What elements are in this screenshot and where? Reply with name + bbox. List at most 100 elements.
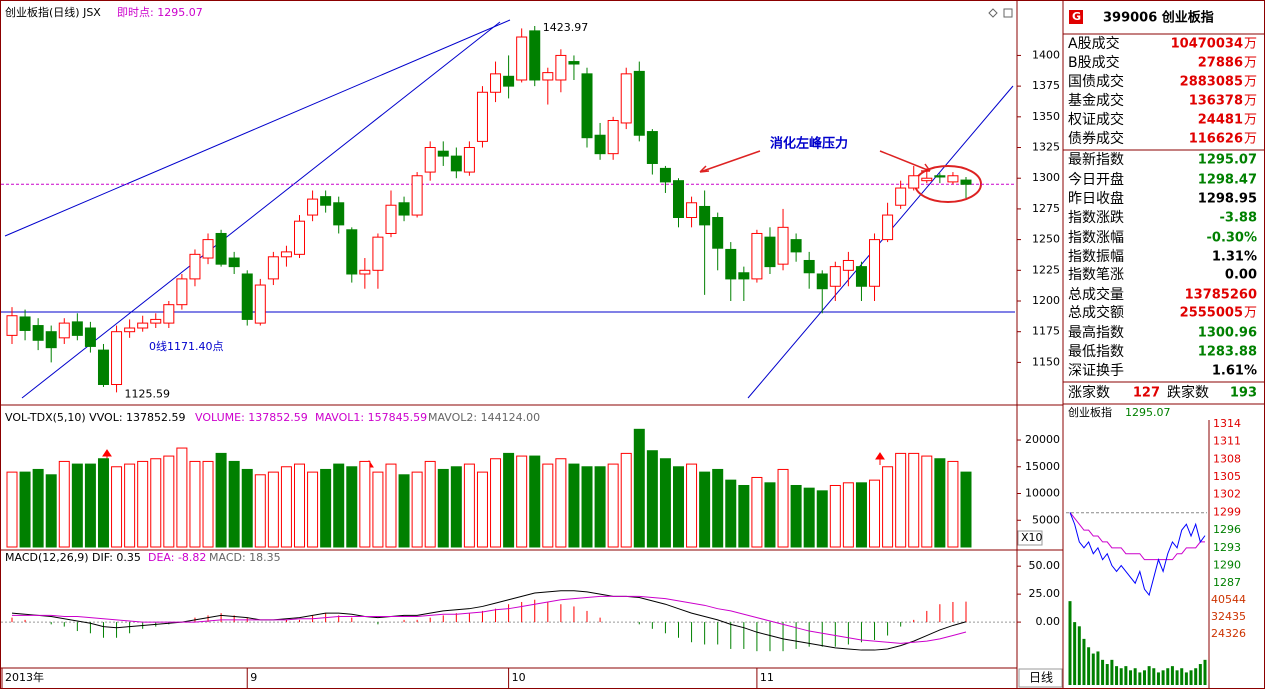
volume-bar: [490, 458, 502, 548]
candle-body: [450, 155, 462, 172]
volume-bar: [712, 468, 724, 548]
row-unit: 万: [1244, 94, 1257, 109]
volume-bar: [241, 468, 253, 548]
row-label: B股成交: [1068, 54, 1120, 71]
row-value: 136378: [1189, 94, 1243, 109]
row-value: 24481: [1198, 113, 1243, 128]
period-label[interactable]: 日线: [1029, 671, 1053, 685]
candle-body: [738, 272, 750, 280]
candle-body: [254, 284, 266, 324]
row-label: 最高指数: [1068, 324, 1124, 341]
volume-bar: [1142, 670, 1146, 685]
candle-body: [895, 187, 907, 206]
candle-body: [672, 180, 684, 219]
candle-body: [58, 322, 70, 339]
row-unit: 万: [1244, 132, 1257, 147]
y-tick-label: 1200: [1032, 294, 1060, 307]
icon: [1069, 10, 1083, 24]
candle-body: [516, 36, 528, 81]
volume-bar: [555, 458, 567, 548]
volume-bar: [960, 471, 972, 548]
volume-bar: [529, 455, 541, 548]
volume-bar: [71, 463, 83, 548]
volume-bar: [1110, 659, 1114, 685]
y-tick-label: 1300: [1032, 171, 1060, 184]
y-tick-label: 1250: [1032, 233, 1060, 246]
volume-bar: [869, 479, 881, 548]
row-unit: 万: [1244, 113, 1257, 128]
candle-body: [372, 236, 384, 271]
row-value: 1283.88: [1198, 345, 1257, 360]
volume-bar: [163, 455, 175, 548]
candle-body: [280, 251, 292, 258]
volume-bar: [1133, 668, 1137, 685]
volume-bar: [777, 468, 789, 548]
candle-body: [529, 30, 541, 81]
volume-bar: [633, 428, 645, 548]
row-label: 指数振幅: [1068, 249, 1124, 265]
volume-bar: [686, 463, 698, 548]
volume-bar: [1096, 651, 1100, 685]
candle-body: [150, 318, 162, 324]
row-value: 1298.47: [1198, 173, 1257, 188]
row-unit: 万: [1244, 75, 1257, 90]
candle-body: [620, 73, 632, 124]
candle-body: [71, 321, 83, 336]
candle-body: [124, 327, 136, 333]
trend-line: [21, 21, 501, 399]
candle-body: [947, 175, 959, 183]
volume-bar: [1152, 668, 1156, 685]
row-value: -3.88: [1220, 211, 1257, 226]
candle-body: [163, 304, 175, 324]
period-button[interactable]: [1018, 668, 1063, 688]
candle-body: [84, 327, 96, 347]
volume-bar: [1147, 666, 1151, 685]
y-tick-label: 1350: [1032, 110, 1060, 123]
row-value: -0.30%: [1207, 231, 1258, 246]
macd-line: [12, 595, 967, 644]
row-label: 深证换手: [1068, 362, 1124, 379]
candle-body: [267, 256, 279, 280]
panel-title: 399006 创业板指: [1103, 10, 1214, 26]
volume-bar: [607, 463, 619, 548]
volume-bar: [1166, 668, 1170, 685]
volume-bar: [672, 466, 684, 548]
y-tick-label: 1314: [1213, 417, 1241, 430]
icon: [988, 8, 998, 18]
volume-bar: [215, 452, 227, 548]
volume-bar: [855, 482, 867, 548]
y-tick-label: 1225: [1032, 263, 1060, 276]
legend-item: MACD: 18.35: [209, 551, 281, 564]
y2-tick-label: 40544: [1211, 593, 1246, 606]
y-tick-label: 1293: [1213, 541, 1241, 554]
volume-bar: [176, 447, 188, 548]
volume-bar: [751, 476, 763, 548]
volume-bar: [1175, 670, 1179, 685]
candle-body: [333, 202, 345, 226]
volume-bar: [1189, 670, 1193, 685]
volume-bar: [450, 466, 462, 548]
row-value: 2555005: [1180, 306, 1243, 321]
volume-bar: [254, 474, 266, 548]
row-value: 0.00: [1225, 268, 1257, 283]
volume-bar: [1082, 638, 1086, 685]
y-tick-label: 1400: [1032, 48, 1060, 61]
y-tick-label: 10000: [1025, 487, 1060, 500]
candle-body: [385, 204, 397, 234]
y-tick-label: 0.00: [1036, 615, 1061, 628]
trend-line: [747, 85, 1014, 399]
y-tick-label: 1375: [1032, 79, 1060, 92]
row-label: 债券成交: [1068, 130, 1124, 147]
candle-body: [934, 175, 946, 178]
legend-item: VOL-TDX(5,10) VVOL: 137852.59: [5, 411, 186, 424]
candle-body: [490, 73, 502, 93]
volume-bar: [895, 452, 907, 548]
row-value: 13785260: [1185, 288, 1257, 303]
volume-bar: [503, 452, 515, 548]
volume-bar: [542, 463, 554, 548]
candle-body: [45, 331, 57, 349]
volume-bar: [463, 463, 475, 548]
candle-body: [437, 150, 449, 157]
volume-bar: [6, 471, 18, 548]
